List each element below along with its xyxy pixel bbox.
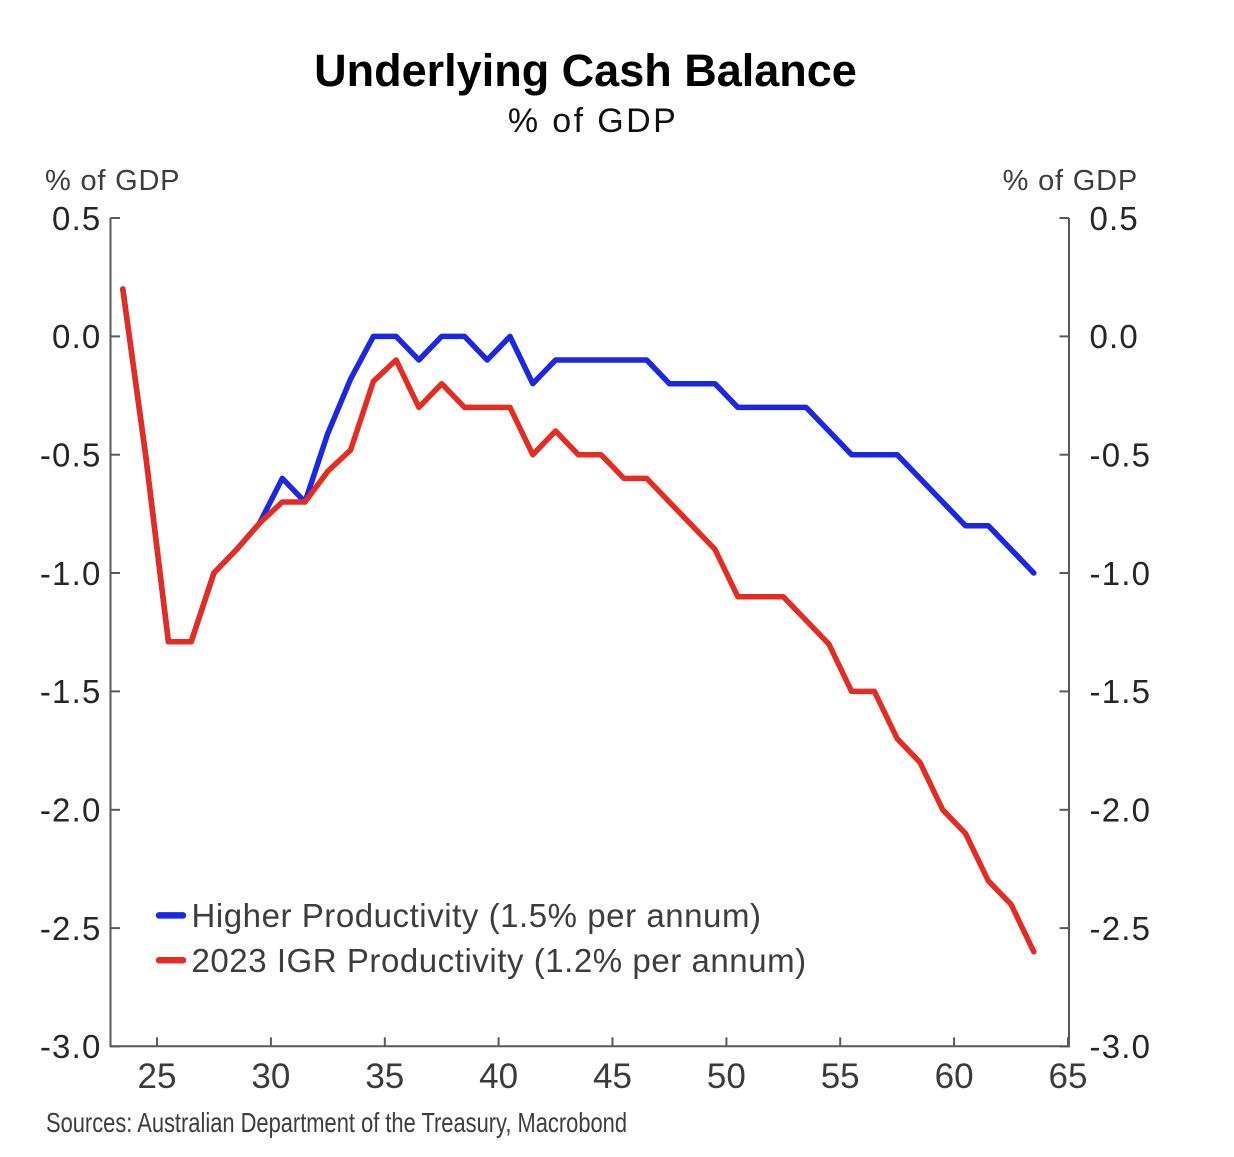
svg-text:60: 60 bbox=[935, 1057, 974, 1096]
svg-text:0.0: 0.0 bbox=[1090, 318, 1139, 355]
svg-text:-0.5: -0.5 bbox=[40, 437, 102, 474]
svg-text:55: 55 bbox=[821, 1057, 860, 1096]
svg-text:-1.0: -1.0 bbox=[1090, 555, 1152, 592]
svg-text:-1.5: -1.5 bbox=[40, 673, 102, 710]
svg-text:0.5: 0.5 bbox=[52, 200, 101, 237]
svg-text:-2.5: -2.5 bbox=[1090, 910, 1152, 947]
svg-text:-2.5: -2.5 bbox=[40, 910, 102, 947]
svg-text:40: 40 bbox=[479, 1057, 518, 1096]
svg-text:-3.0: -3.0 bbox=[40, 1028, 102, 1065]
svg-text:Sources: Australian Department: Sources: Australian Department of the Tr… bbox=[46, 1107, 627, 1138]
svg-text:% of GDP: % of GDP bbox=[45, 165, 180, 197]
svg-text:% of GDP: % of GDP bbox=[1003, 165, 1138, 197]
svg-text:35: 35 bbox=[365, 1057, 404, 1096]
svg-text:65: 65 bbox=[1049, 1057, 1088, 1096]
svg-text:2023 IGR Productivity (1.2% pe: 2023 IGR Productivity (1.2% per annum) bbox=[192, 942, 807, 979]
svg-text:% of GDP: % of GDP bbox=[508, 102, 678, 140]
svg-text:50: 50 bbox=[707, 1057, 746, 1096]
svg-text:-2.0: -2.0 bbox=[1090, 792, 1152, 829]
svg-text:25: 25 bbox=[138, 1057, 177, 1096]
svg-text:30: 30 bbox=[251, 1057, 290, 1096]
svg-text:0.0: 0.0 bbox=[52, 318, 101, 355]
svg-text:45: 45 bbox=[593, 1057, 632, 1096]
svg-text:0.5: 0.5 bbox=[1090, 200, 1139, 237]
svg-text:Underlying Cash Balance: Underlying Cash Balance bbox=[314, 45, 857, 96]
svg-text:-0.5: -0.5 bbox=[1090, 437, 1152, 474]
svg-text:-1.0: -1.0 bbox=[40, 555, 102, 592]
svg-text:-3.0: -3.0 bbox=[1090, 1028, 1152, 1065]
svg-text:-1.5: -1.5 bbox=[1090, 673, 1152, 710]
svg-text:-2.0: -2.0 bbox=[40, 792, 102, 829]
svg-text:Higher Productivity (1.5% per: Higher Productivity (1.5% per annum) bbox=[192, 897, 762, 934]
